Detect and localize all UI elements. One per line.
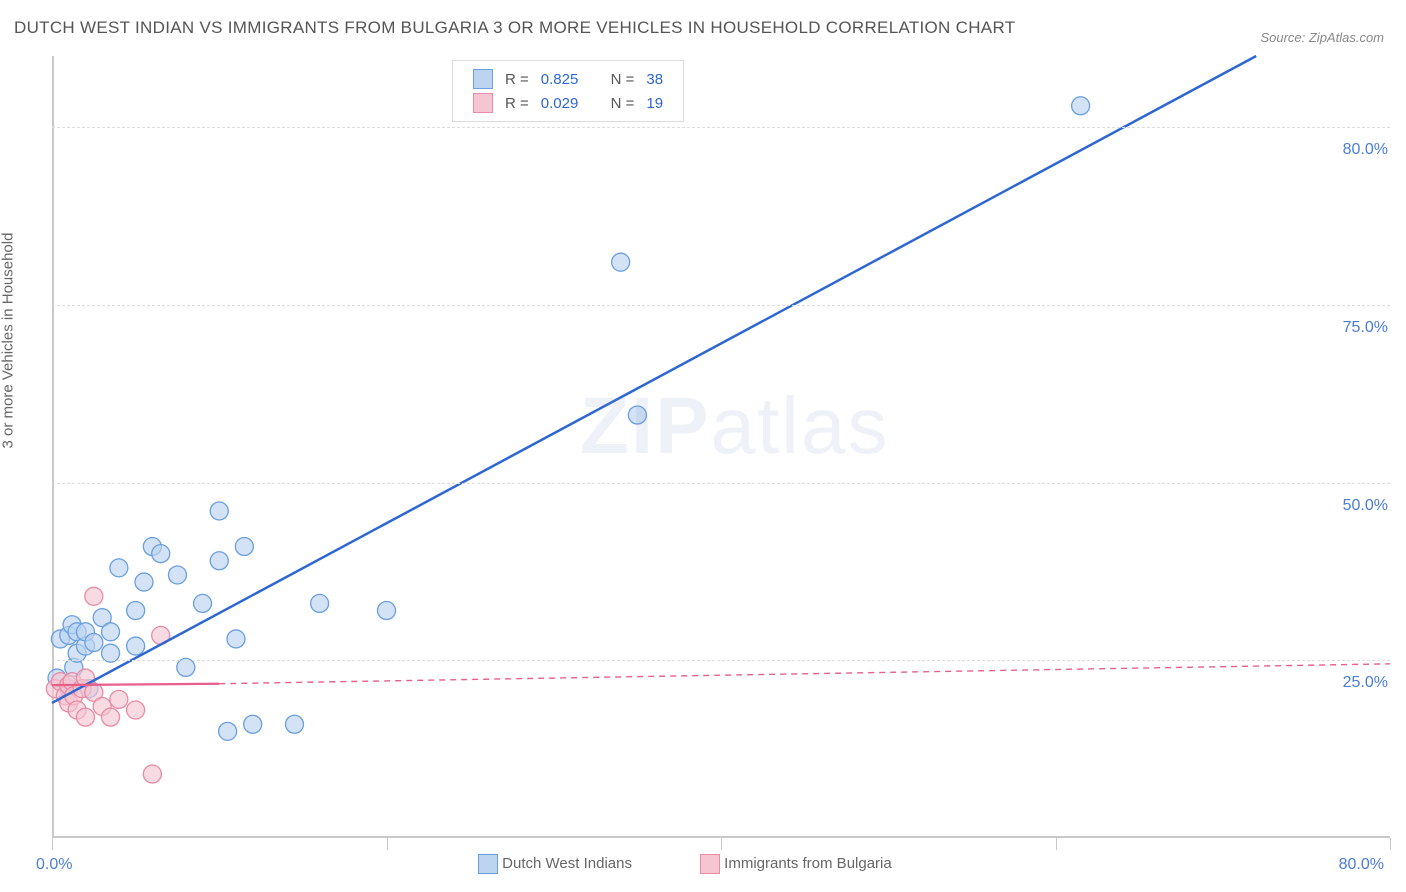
legend-row-series-0: R = 0.825 N = 38 [467,67,669,91]
data-point [286,715,304,733]
gridline [52,660,1390,661]
data-point [311,594,329,612]
correlation-legend: R = 0.825 N = 38 R = 0.029 N = 19 [452,60,684,122]
x-tick [721,838,722,850]
data-point [135,573,153,591]
series-legend-0: Dutch West Indians [478,854,632,874]
legend-row-series-1: R = 0.029 N = 19 [467,91,669,115]
data-point [110,690,128,708]
x-tick-label: 80.0% [1339,856,1384,874]
n-value-1: 19 [640,91,669,115]
x-tick [1056,838,1057,850]
data-point [168,566,186,584]
data-point [127,602,145,620]
data-point [85,587,103,605]
data-point [85,634,103,652]
gridline [52,305,1390,306]
data-point [102,708,120,726]
data-point [210,502,228,520]
data-point [628,406,646,424]
data-point [143,765,161,783]
data-point [152,545,170,563]
trend-line-series-1 [52,684,219,685]
data-point [102,623,120,641]
data-point [194,594,212,612]
x-tick [52,838,53,850]
data-point [127,637,145,655]
r-value-1: 0.029 [535,91,585,115]
swatch-series-0 [473,69,493,89]
data-point [227,630,245,648]
data-point [219,722,237,740]
data-point [127,701,145,719]
y-tick-label: 75.0% [1328,319,1388,337]
swatch-series-1 [473,93,493,113]
x-tick-label: 0.0% [36,856,72,874]
data-point [378,602,396,620]
x-tick [387,838,388,850]
swatch-icon [700,854,720,874]
y-axis-label: 3 or more Vehicles in Household [0,233,17,449]
swatch-icon [478,854,498,874]
trend-line-series-0 [52,56,1256,703]
x-tick [1390,838,1391,850]
data-point [612,253,630,271]
data-point [76,708,94,726]
data-point [1072,97,1090,115]
source-attribution: Source: ZipAtlas.com [1260,30,1384,45]
n-value-0: 38 [640,67,669,91]
chart-title: DUTCH WEST INDIAN VS IMMIGRANTS FROM BUL… [14,18,1015,38]
series-legend-1: Immigrants from Bulgaria [700,854,892,874]
y-tick-label: 80.0% [1328,141,1388,159]
gridline [52,483,1390,484]
scatter-plot-svg [52,56,1390,838]
data-point [110,559,128,577]
r-value-0: 0.825 [535,67,585,91]
y-tick-label: 25.0% [1328,674,1388,692]
data-point [244,715,262,733]
data-point [235,538,253,556]
data-point [210,552,228,570]
y-tick-label: 50.0% [1328,497,1388,515]
gridline [52,127,1390,128]
trend-line-series-1-extrapolated [219,664,1390,684]
